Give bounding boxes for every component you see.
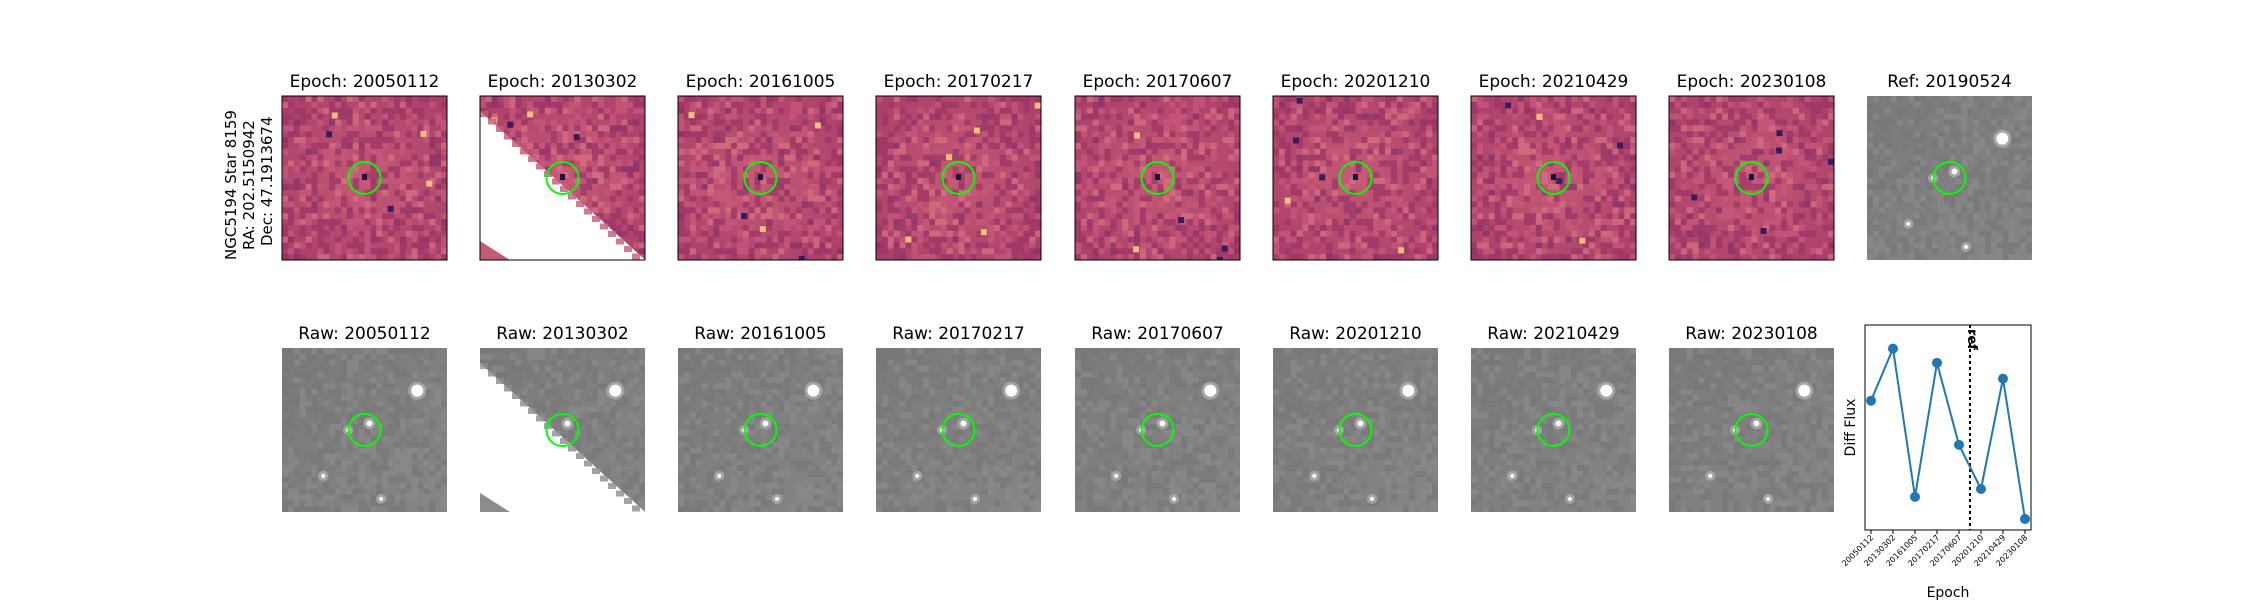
flux-point (1976, 484, 1986, 494)
diff-panel-title: Epoch: 20201210 (1281, 72, 1431, 92)
flux-point (1910, 491, 1920, 502)
diff-frame (1668, 95, 1835, 261)
diff-frame (1074, 95, 1241, 261)
raw-image (1669, 348, 1834, 512)
flux-point (1932, 357, 1942, 368)
diff-frame (281, 95, 448, 261)
raw-image (1471, 348, 1636, 512)
diff-panel: Epoch: 20130302 (479, 72, 646, 261)
diff-image (1471, 96, 1636, 260)
diff-panel-title: Epoch: 20230108 (1677, 72, 1827, 92)
reference-label: ref (1964, 329, 1979, 350)
diff-panel: Epoch: 20201210 (1272, 72, 1439, 261)
flux-point (1866, 395, 1876, 406)
aperture-circle (941, 413, 976, 447)
raw-image (480, 348, 645, 512)
aperture-circle (743, 413, 778, 447)
diff-image (480, 96, 645, 260)
masked-region (480, 363, 645, 512)
diff-panel-title: Epoch: 20170607 (1083, 72, 1233, 92)
raw-image (1273, 348, 1438, 512)
diff-image (678, 96, 843, 260)
target-dec: Dec: 47.1913674 (258, 116, 276, 246)
raw-panel-title: Raw: 20050112 (298, 324, 431, 344)
aperture-circle (545, 413, 580, 447)
aperture-circle (347, 413, 382, 447)
raw-image (678, 348, 843, 512)
diff-panel: Epoch: 20050112 (281, 72, 448, 261)
raw-panel: Raw: 20230108 (1669, 324, 1834, 512)
diff-panel-title: Ref: 20190524 (1887, 72, 2012, 92)
flux-series-line (1870, 344, 2026, 520)
diff-panel: Ref: 20190524 (1867, 72, 2032, 260)
raw-panel-title: Raw: 20201210 (1289, 324, 1422, 344)
diff-frame (677, 95, 844, 261)
diff-frame (1470, 95, 1637, 261)
aperture-circle (1536, 161, 1571, 195)
target-ra: RA: 202.5150942 (240, 120, 258, 250)
diff-image (876, 96, 1041, 260)
raw-panel-title: Raw: 20210429 (1487, 324, 1620, 344)
flux-point (1954, 439, 1964, 450)
raw-panel: Raw: 20130302 (480, 324, 645, 512)
diff-panel: Epoch: 20230108 (1668, 72, 1835, 261)
raw-panel: Raw: 20210429 (1471, 324, 1636, 512)
target-name: NGC5194 Star 8159 (222, 110, 240, 260)
aperture-circle (545, 161, 580, 195)
diff-panel: Epoch: 20170217 (875, 72, 1042, 261)
raw-image-row: Raw: 20050112 Raw: 20130302 Raw: 20161005 R… (282, 324, 1834, 512)
raw-image (282, 348, 447, 512)
difference-image-row: Epoch: 20050112 Epoch: 20130302 Epoch: 201… (281, 72, 2032, 261)
raw-panel-title: Raw: 20130302 (496, 324, 629, 344)
diff-panel-title: Epoch: 20170217 (884, 72, 1034, 92)
raw-panel: Raw: 20050112 (282, 324, 447, 512)
masked-region (480, 111, 645, 260)
raw-panel-title: Raw: 20230108 (1685, 324, 1818, 344)
aperture-circle (1536, 413, 1571, 447)
aperture-circle (1734, 413, 1769, 447)
flux-point (1998, 373, 2008, 384)
raw-panel: Raw: 20170607 (1075, 324, 1240, 512)
diff-frame (875, 95, 1042, 261)
diff-panel-title: Epoch: 20050112 (290, 72, 440, 92)
raw-panel: Raw: 20201210 (1273, 324, 1438, 512)
diff-image (1273, 96, 1438, 260)
aperture-circle (1140, 413, 1175, 447)
diff-image (1867, 96, 2032, 260)
x-axis-label: Epoch (1927, 585, 1970, 600)
light-curve-chart: ref2005011220130302201610052017021720170… (1840, 324, 2032, 600)
diff-panel: Epoch: 20170607 (1074, 72, 1241, 261)
aperture-circle (1734, 161, 1769, 195)
diff-frame (1272, 95, 1439, 261)
diff-panel-title: Epoch: 20161005 (686, 72, 836, 92)
diff-image (1669, 96, 1834, 260)
flux-point (1888, 343, 1898, 354)
aperture-circle (1338, 413, 1373, 447)
diff-panel: Epoch: 20210429 (1470, 72, 1637, 261)
aperture-circle (1338, 161, 1373, 195)
chart-axes (1864, 324, 2032, 531)
aperture-circle (347, 161, 382, 195)
aperture-circle (1932, 161, 1967, 195)
aperture-circle (941, 161, 976, 195)
y-axis-label: Diff Flux (1843, 399, 1859, 457)
raw-panel: Raw: 20161005 (678, 324, 843, 512)
raw-image (876, 348, 1041, 512)
raw-panel-title: Raw: 20161005 (694, 324, 827, 344)
raw-panel-title: Raw: 20170607 (1091, 324, 1224, 344)
aperture-circle (743, 161, 778, 195)
diff-image (282, 96, 447, 260)
raw-panel: Raw: 20170217 (876, 324, 1041, 512)
diff-image (1075, 96, 1240, 260)
diff-panel-title: Epoch: 20210429 (1479, 72, 1629, 92)
diff-panel-title: Epoch: 20130302 (488, 72, 638, 92)
aperture-circle (1140, 161, 1175, 195)
diff-panel: Epoch: 20161005 (677, 72, 844, 261)
raw-panel-title: Raw: 20170217 (892, 324, 1025, 344)
raw-image (1075, 348, 1240, 512)
target-info: NGC5194 Star 8159 RA: 202.5150942 Dec: 4… (222, 110, 276, 260)
diff-frame (479, 95, 646, 261)
flux-point (2020, 513, 2030, 524)
